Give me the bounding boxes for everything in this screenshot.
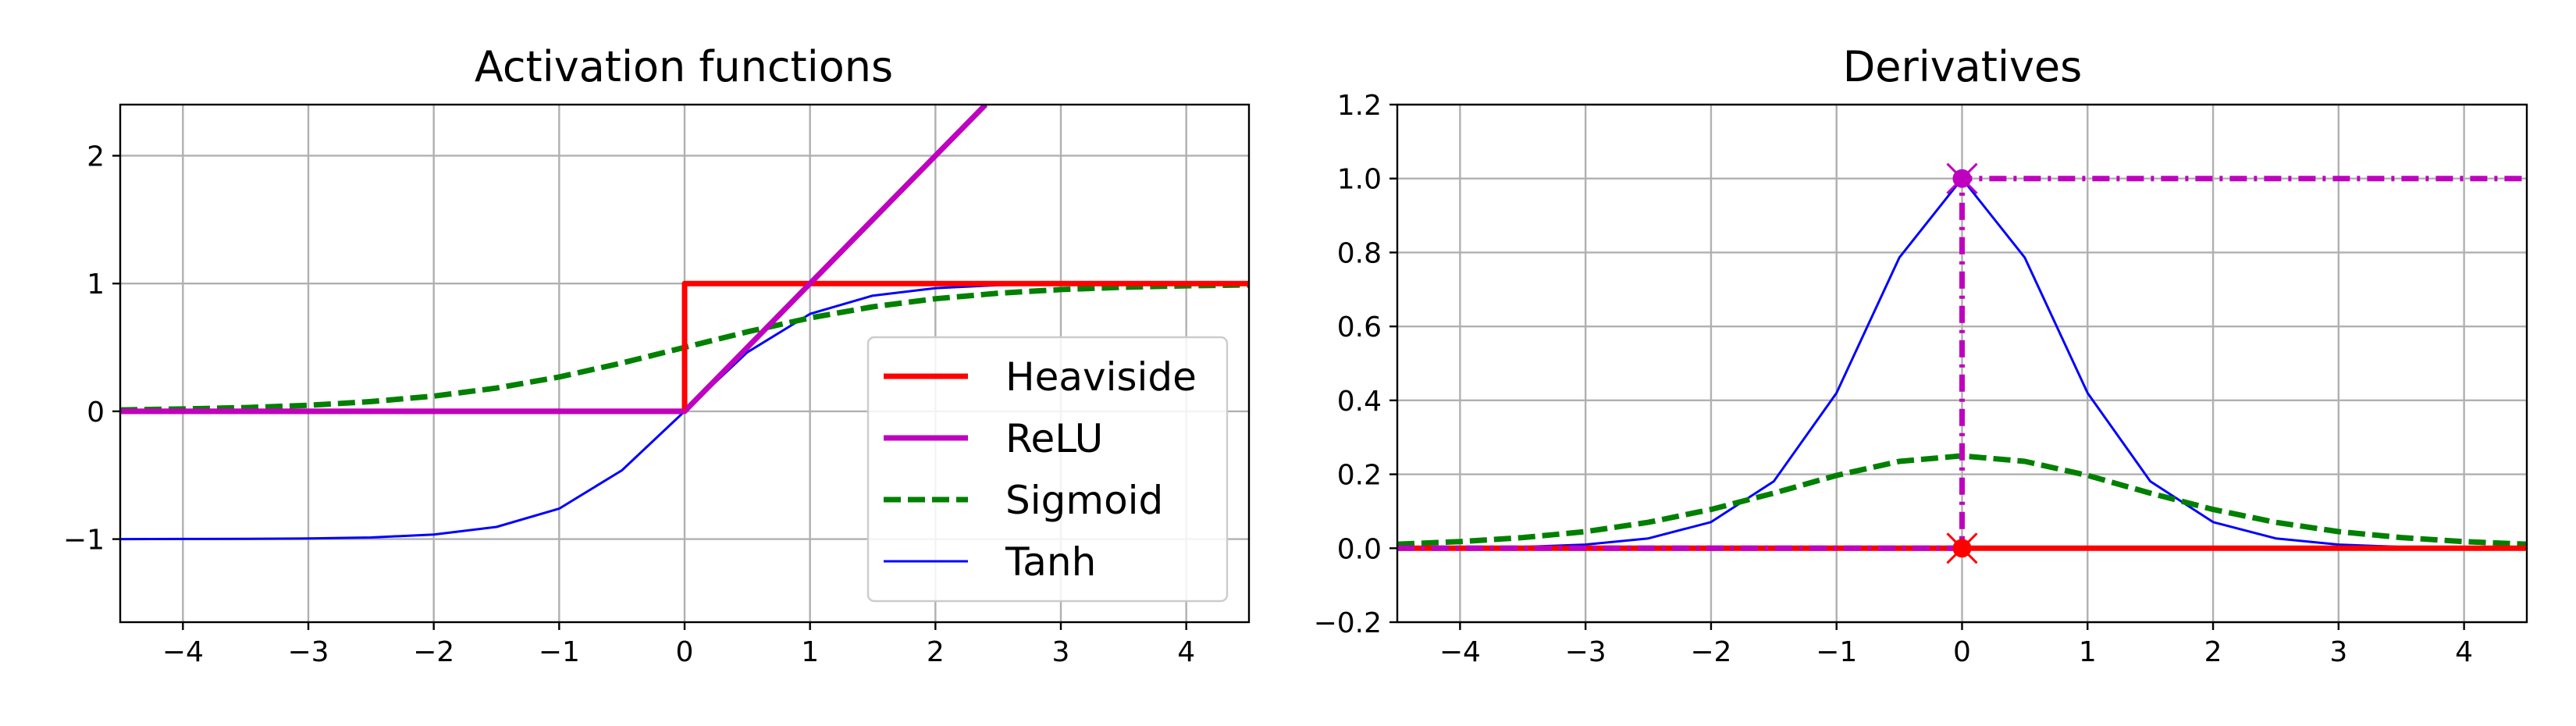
x-tick-label: 4 <box>2455 636 2473 668</box>
y-tick-label: 0 <box>87 397 105 429</box>
y-tick-label: 2 <box>87 141 105 173</box>
x-tick-label: 2 <box>927 636 945 668</box>
activation-functions-panel: Activation functions −4 −3 −2 −1 0 1 2 3 4 −1 0 1 2 H… <box>63 42 1251 668</box>
y-tick-label: 1.2 <box>1337 90 1382 122</box>
y-tick-label: −1 <box>63 525 105 557</box>
relu-derivative-line <box>1397 176 2527 551</box>
x-tick-label: 4 <box>1177 636 1195 668</box>
x-tick-label: −1 <box>1816 636 1857 668</box>
y-tick-label: 0.4 <box>1337 386 1382 418</box>
x-tick-label: −3 <box>287 636 329 668</box>
x-tick-label: 1 <box>801 636 819 668</box>
series-group <box>120 105 1249 541</box>
chart-title: Derivatives <box>1843 42 2083 91</box>
x-tick-label: −2 <box>413 636 454 668</box>
legend-label: Tanh <box>1005 539 1096 585</box>
relu-line <box>120 105 988 415</box>
legend-label: Sigmoid <box>1005 478 1163 523</box>
x-marker <box>1946 532 1978 564</box>
y-tick-label: 1 <box>87 269 105 301</box>
x-tick-label: −1 <box>539 636 580 668</box>
derivatives-panel: Derivatives −4 −3 −2 −1 0 1 2 3 4 −0.2 0.0 0.2 0.4 0.… <box>1314 42 2528 668</box>
y-tick-label: −0.2 <box>1314 607 1382 639</box>
legend-label: ReLU <box>1005 416 1103 461</box>
x-tick-label: 0 <box>676 636 694 668</box>
y-tick-label: 0.2 <box>1337 460 1382 492</box>
x-tick-label: −4 <box>1439 636 1481 668</box>
y-tick-label: 1.0 <box>1337 164 1382 196</box>
x-tick-label: 2 <box>2204 636 2222 668</box>
x-tick-label: 3 <box>1052 636 1070 668</box>
legend: Heaviside ReLU Sigmoid Tanh <box>866 336 1229 603</box>
x-marker <box>1946 162 1978 194</box>
x-tick-label: 1 <box>2079 636 2097 668</box>
legend-box <box>866 336 1229 603</box>
chart-title: Activation functions <box>475 42 893 91</box>
legend-label: Heaviside <box>1005 354 1197 400</box>
y-tick-label: 0.6 <box>1337 311 1382 343</box>
x-tick-label: 3 <box>2329 636 2347 668</box>
y-tick-label: 0.0 <box>1337 533 1382 565</box>
x-tick-label: −3 <box>1565 636 1606 668</box>
x-tick-label: 0 <box>1953 636 1971 668</box>
x-tick-label: −4 <box>162 636 204 668</box>
x-tick-label: −2 <box>1690 636 1731 668</box>
y-tick-label: 0.8 <box>1337 237 1382 269</box>
